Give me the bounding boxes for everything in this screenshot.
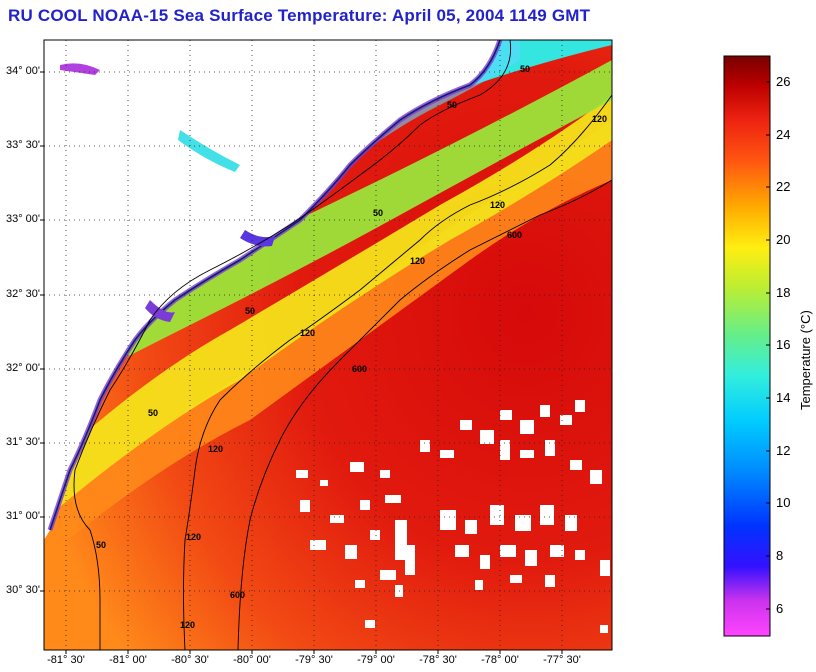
colorbar-tick-label: 8 <box>776 548 784 563</box>
colorbar-tick-label: 6 <box>776 601 784 616</box>
contour-label: 50 <box>520 64 530 74</box>
contour-label: 50 <box>96 540 106 550</box>
colorbar-tick-label: 24 <box>776 127 791 142</box>
colorbar-title-wrap: Temperature (°C) <box>798 310 814 420</box>
longitude-label: -79° 00' <box>357 654 395 666</box>
contour-label: 600 <box>507 230 522 240</box>
contour-label: 120 <box>490 200 505 210</box>
contour-label: 120 <box>410 256 425 266</box>
latitude-label: 31° 00' <box>5 510 40 522</box>
latitude-label: 30° 30' <box>5 584 40 596</box>
latitude-label: 33° 30' <box>5 139 40 151</box>
latitude-label: 33° 00' <box>5 213 40 225</box>
colorbar-ticks <box>766 81 770 610</box>
contour-label: 120 <box>300 328 315 338</box>
map-frame <box>43 39 613 651</box>
contour-label: 120 <box>180 620 195 630</box>
land-mass <box>44 40 500 540</box>
inland-water <box>240 230 275 247</box>
shelf-water-yellow <box>44 95 612 640</box>
bathymetry-contours <box>73 40 612 650</box>
contour-120m <box>183 94 612 650</box>
longitude-label: -81° 00' <box>109 654 147 666</box>
contour-label: 50 <box>447 100 457 110</box>
colorbar <box>723 55 771 637</box>
colorbar-tick-label: 18 <box>776 285 791 300</box>
contour-label: 50 <box>373 208 383 218</box>
longitude-label: -78° 30' <box>419 654 457 666</box>
contour-label: 50 <box>148 408 158 418</box>
map-title: RU COOL NOAA-15 Sea Surface Temperature:… <box>8 6 591 25</box>
inland-water <box>178 130 240 172</box>
coastline <box>49 40 501 531</box>
latitude-label: 32° 00' <box>5 362 40 374</box>
cloud-mask <box>296 400 610 633</box>
contour-label: 120 <box>186 532 201 542</box>
colorbar-tick-label: 14 <box>776 390 791 405</box>
colorbar-title: Temperature (°C) <box>798 310 813 410</box>
longitude-label: -81° 30' <box>47 654 85 666</box>
longitude-label: -80° 00' <box>233 654 271 666</box>
longitude-label: -77° 30' <box>543 654 581 666</box>
colorbar-tick-label: 10 <box>776 495 791 510</box>
inland-water <box>145 300 175 322</box>
longitude-label: -79° 30' <box>295 654 333 666</box>
longitude-label: -80° 30' <box>171 654 209 666</box>
contour-label: 600 <box>230 590 245 600</box>
colorbar-tick-label: 26 <box>776 74 791 89</box>
contour-label: 120 <box>208 444 223 454</box>
contour-600m <box>237 179 612 650</box>
latitude-label: 32° 30' <box>5 288 40 300</box>
latitude-label: 34° 00' <box>5 65 40 77</box>
colorbar-tick-label: 20 <box>776 232 791 247</box>
latitude-label: 31° 30' <box>5 436 40 448</box>
contour-50m <box>73 40 512 650</box>
graticule <box>44 40 612 650</box>
longitude-label: -78° 00' <box>481 654 519 666</box>
colorbar-tick-label: 16 <box>776 337 791 352</box>
contour-label: 50 <box>245 306 255 316</box>
transition-band <box>44 120 612 650</box>
colorbar-tick-label: 12 <box>776 443 791 458</box>
colorbar-tick-label: 22 <box>776 179 791 194</box>
contour-label: 120 <box>592 114 607 124</box>
axis-ticks <box>40 71 563 654</box>
